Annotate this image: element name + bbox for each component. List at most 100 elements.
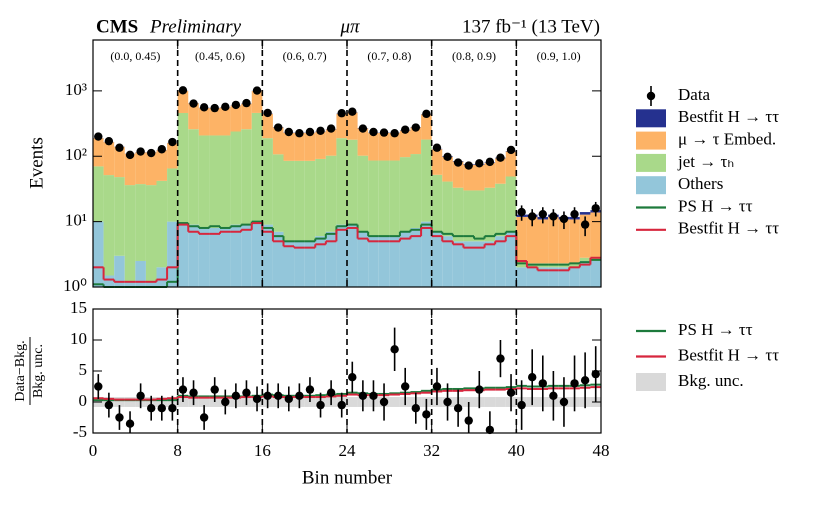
hist-segment	[410, 227, 422, 287]
hist-segment	[357, 128, 369, 156]
hist-segment	[442, 236, 453, 287]
hist-segment	[177, 91, 189, 113]
data-point	[316, 400, 325, 410]
hist-segment	[399, 231, 411, 287]
hist-segment	[304, 160, 316, 242]
hist-segment	[569, 263, 580, 268]
hist-segment	[399, 157, 411, 232]
data-point	[591, 369, 600, 379]
hist-segment	[124, 153, 136, 186]
data-point	[231, 100, 241, 110]
hist-segment	[135, 152, 146, 185]
hist-segment	[294, 160, 305, 242]
hist-segment	[463, 241, 474, 287]
data-point	[528, 373, 537, 382]
hist-segment	[378, 236, 390, 287]
data-point	[464, 416, 473, 425]
data-point	[496, 153, 505, 162]
hist-segment	[569, 267, 580, 287]
data-point	[337, 400, 346, 410]
data-point	[432, 382, 442, 391]
hist-segment	[262, 113, 273, 139]
y-tick-label: 15	[70, 298, 87, 317]
hist-segment	[294, 241, 305, 287]
legend-label: Bkg. unc.	[678, 371, 744, 390]
data-point	[125, 419, 135, 428]
data-point	[549, 212, 558, 221]
hist-segment	[93, 221, 104, 287]
hist-segment	[484, 241, 496, 287]
hist-segment	[156, 150, 168, 181]
data-point	[464, 161, 473, 170]
data-point	[221, 102, 230, 112]
hist-segment	[431, 174, 443, 232]
hist-segment	[579, 214, 591, 258]
data-point	[210, 103, 219, 113]
data-point	[453, 158, 463, 167]
hist-segment	[421, 221, 432, 287]
hist-segment	[220, 227, 231, 287]
data-point	[390, 345, 399, 354]
hist-segment	[368, 160, 379, 237]
legend-label: Others	[678, 174, 723, 193]
hist-segment	[548, 216, 559, 264]
data-point	[199, 413, 209, 422]
hist-segment	[452, 241, 464, 287]
ratio-y-denominator: Bkg. unc.	[31, 344, 46, 398]
data-point	[242, 98, 251, 108]
data-point	[284, 127, 293, 137]
lumi: 137 fb⁻¹ (13 TeV)	[462, 16, 600, 37]
hist-segment	[548, 267, 559, 287]
hist-segment	[537, 267, 549, 287]
hist-segment	[241, 129, 252, 225]
data-point	[422, 109, 431, 119]
hist-segment	[347, 112, 358, 140]
data-point	[231, 391, 241, 400]
data-point	[305, 385, 315, 394]
experiment: CMS	[96, 16, 138, 37]
y-tick-label: 10³	[65, 80, 87, 99]
legend-swatch	[636, 373, 666, 391]
data-point	[189, 99, 198, 108]
hist-segment	[463, 164, 474, 191]
hist-segment	[304, 241, 316, 287]
hist-segment	[220, 107, 231, 136]
hist-segment	[431, 231, 443, 287]
data-point	[178, 86, 188, 95]
unc-band	[389, 397, 400, 407]
hist-segment	[209, 135, 220, 228]
data-point	[348, 373, 357, 382]
data-point	[125, 150, 135, 160]
data-point	[326, 388, 336, 397]
hist-segment	[579, 257, 591, 261]
hist-segment	[389, 160, 400, 237]
hist-segment	[378, 132, 390, 161]
legend-swatch	[636, 131, 666, 150]
hist-segment	[145, 185, 157, 282]
data-point	[136, 147, 145, 156]
legend-label: PS H → ττ	[678, 320, 753, 339]
x-tick-label: 24	[339, 441, 357, 460]
ratio-y-label: Data−Bkg. Bkg. unc.	[13, 337, 46, 405]
data-point	[559, 397, 569, 407]
hist-segment	[103, 142, 115, 176]
data-point	[475, 385, 484, 394]
data-point	[506, 145, 516, 155]
hist-segment	[526, 267, 538, 287]
plot-frame	[92, 39, 602, 288]
hist-segment	[114, 146, 125, 178]
plot-frame	[92, 308, 602, 434]
region-label: (0.8, 0.9)	[452, 49, 496, 63]
hist-segment	[230, 131, 242, 225]
data-point	[337, 109, 346, 118]
hist-segment	[283, 241, 295, 287]
data-point	[580, 376, 590, 385]
hist-segment	[558, 267, 570, 287]
region-label: (0.7, 0.8)	[367, 49, 411, 63]
data-point	[538, 209, 547, 219]
hist-segment	[124, 281, 136, 287]
legend-label: Bestfit H → ττ	[678, 345, 779, 364]
hist-segment	[569, 219, 580, 264]
data-point	[580, 220, 590, 229]
data-point	[496, 354, 505, 363]
